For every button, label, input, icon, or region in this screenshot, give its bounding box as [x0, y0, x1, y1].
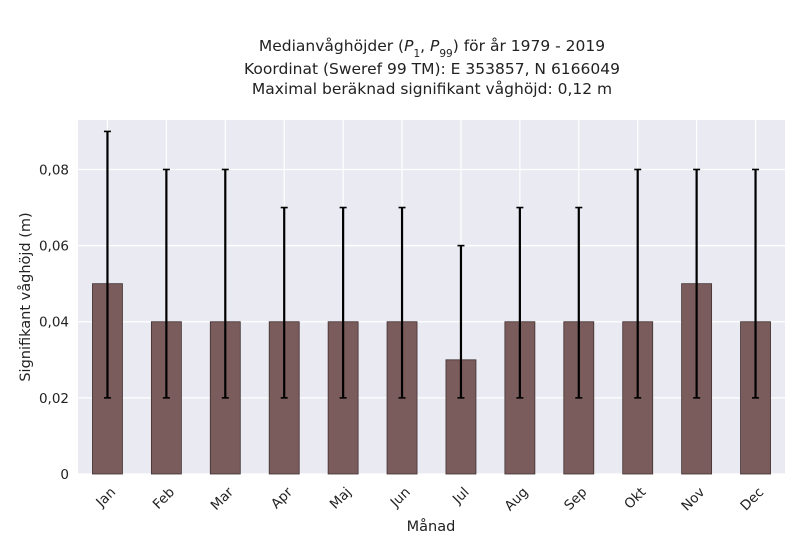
error-bar-mar [221, 168, 229, 399]
y-tick-label: 0 [60, 467, 69, 483]
x-tick-label-jan: Jan [92, 484, 119, 511]
x-tick-label-jul: Jul [449, 484, 473, 508]
error-bars [103, 130, 760, 399]
x-tick-label-maj: Maj [327, 484, 355, 512]
error-bar-jul [457, 244, 465, 399]
error-bar-nov [693, 168, 701, 399]
y-tick-label: 0,06 [39, 239, 69, 255]
x-tick-label-mar: Mar [208, 484, 238, 514]
error-bar-dec [752, 168, 760, 399]
x-tick-label-apr: Apr [268, 484, 296, 512]
x-tick-label-nov: Nov [678, 484, 708, 514]
y-axis-ticks: 0 0,02 0,04 0,06 0,08 [39, 162, 69, 483]
error-bar-jan [103, 130, 111, 399]
chart-title: Medianvåghöjder (P1, P99) för år 1979 - … [244, 37, 620, 98]
x-tick-label-dec: Dec [737, 484, 767, 514]
x-tick-label-feb: Feb [150, 484, 178, 512]
title-line-2: Koordinat (Sweref 99 TM): E 353857, N 61… [244, 60, 620, 78]
x-tick-label-sep: Sep [561, 484, 590, 513]
y-tick-label: 0,08 [39, 162, 69, 178]
title-line-1: Medianvåghöjder (P1, P99) för år 1979 - … [259, 37, 605, 60]
x-axis-ticks: Jan Feb Mar Apr Maj Jun Jul Aug Sep Okt Nov Dec [92, 484, 767, 514]
error-bar-apr [280, 206, 288, 399]
y-axis-title: Signifikant våghöjd (m) [17, 212, 34, 381]
y-tick-label: 0,04 [39, 315, 69, 331]
x-axis-title: Månad [407, 518, 456, 535]
error-bar-feb [162, 168, 170, 399]
x-tick-label-okt: Okt [621, 484, 649, 512]
error-bar-maj [339, 206, 347, 399]
error-bar-aug [516, 206, 524, 399]
error-bar-okt [634, 168, 642, 399]
error-bar-sep [575, 206, 583, 399]
plot-area [78, 120, 785, 474]
title-line-3: Maximal beräknad signifikant våghöjd: 0,… [252, 80, 612, 98]
y-tick-label: 0,02 [39, 391, 69, 407]
x-tick-label-aug: Aug [502, 484, 532, 514]
x-tick-label-jun: Jun [387, 484, 414, 511]
error-bar-jun [398, 206, 406, 399]
